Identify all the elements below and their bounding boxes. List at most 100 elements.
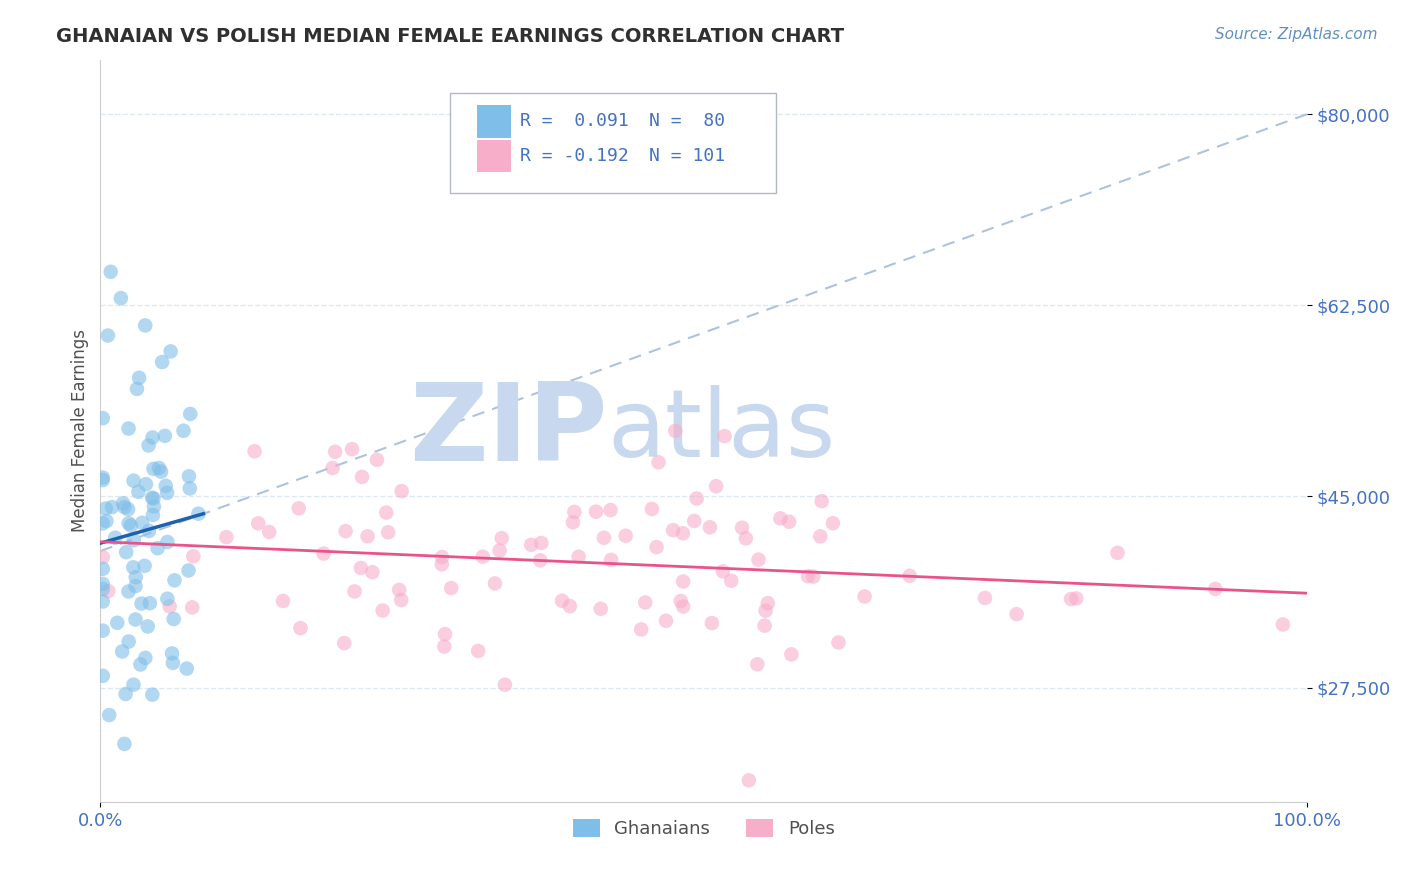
Point	[215, 530, 238, 544]
Point	[720, 574, 742, 588]
Point	[898, 569, 921, 583]
Point	[91, 550, 114, 565]
Point	[700, 615, 723, 630]
Point	[153, 429, 176, 443]
Point	[179, 407, 201, 421]
Text: N = 101: N = 101	[650, 147, 725, 165]
Point	[672, 574, 695, 589]
Point	[131, 597, 153, 611]
Point	[163, 612, 186, 626]
Text: ZIP: ZIP	[409, 378, 607, 484]
Point	[520, 538, 543, 552]
Point	[747, 657, 769, 672]
Point	[91, 562, 114, 576]
Point	[91, 577, 114, 591]
Point	[312, 547, 335, 561]
Point	[122, 560, 145, 574]
Point	[600, 553, 623, 567]
Point	[350, 561, 373, 575]
Point	[377, 525, 399, 540]
Point	[146, 541, 169, 556]
Point	[974, 591, 997, 605]
Point	[117, 516, 139, 531]
Point	[585, 505, 607, 519]
Point	[155, 479, 177, 493]
Text: R = -0.192: R = -0.192	[520, 147, 628, 165]
Point	[141, 491, 163, 505]
Point	[159, 344, 181, 359]
Point	[564, 505, 586, 519]
Point	[159, 599, 181, 614]
Point	[247, 516, 270, 531]
Point	[135, 477, 157, 491]
Point	[322, 461, 344, 475]
Point	[179, 482, 201, 496]
Point	[808, 529, 831, 543]
Point	[361, 566, 384, 580]
Point	[1005, 607, 1028, 622]
Point	[110, 291, 132, 305]
Point	[672, 526, 695, 541]
Point	[187, 507, 209, 521]
Point	[156, 486, 179, 500]
Text: N =  80: N = 80	[650, 112, 725, 130]
Point	[440, 581, 463, 595]
Point	[467, 644, 489, 658]
Point	[91, 470, 114, 484]
Point	[177, 564, 200, 578]
Point	[128, 371, 150, 385]
Point	[371, 603, 394, 617]
FancyBboxPatch shape	[450, 93, 776, 194]
Point	[136, 619, 159, 633]
Point	[491, 531, 513, 545]
Point	[91, 473, 114, 487]
Point	[704, 479, 727, 493]
Point	[827, 635, 849, 649]
Text: atlas: atlas	[607, 385, 835, 477]
Point	[655, 614, 678, 628]
Point	[104, 531, 127, 545]
Point	[142, 491, 165, 506]
Point	[333, 636, 356, 650]
Point	[769, 511, 792, 525]
Point	[120, 518, 142, 533]
Point	[160, 647, 183, 661]
Point	[343, 584, 366, 599]
Point	[125, 382, 148, 396]
Point	[139, 596, 162, 610]
Point	[122, 678, 145, 692]
Point	[131, 516, 153, 530]
Point	[731, 521, 754, 535]
Point	[558, 599, 581, 614]
Point	[561, 515, 583, 529]
Point	[471, 549, 494, 564]
Point	[630, 623, 652, 637]
Point	[115, 545, 138, 559]
Point	[117, 584, 139, 599]
Point	[271, 594, 294, 608]
Point	[734, 532, 756, 546]
Point	[754, 618, 776, 632]
Point	[356, 529, 378, 543]
Point	[138, 438, 160, 452]
Point	[747, 552, 769, 566]
Point	[662, 523, 685, 537]
Point	[756, 596, 779, 610]
Point	[129, 657, 152, 672]
Point	[162, 656, 184, 670]
Point	[614, 529, 637, 543]
Point	[589, 601, 612, 615]
Point	[711, 565, 734, 579]
Point	[1066, 591, 1088, 606]
Bar	[477, 140, 510, 172]
Point	[124, 612, 146, 626]
Point	[529, 553, 551, 567]
Point	[176, 662, 198, 676]
Point	[713, 429, 735, 443]
Point	[112, 496, 135, 510]
Point	[181, 549, 204, 564]
Point	[738, 773, 761, 788]
Point	[335, 524, 357, 538]
Point	[91, 411, 114, 425]
Point	[181, 600, 204, 615]
